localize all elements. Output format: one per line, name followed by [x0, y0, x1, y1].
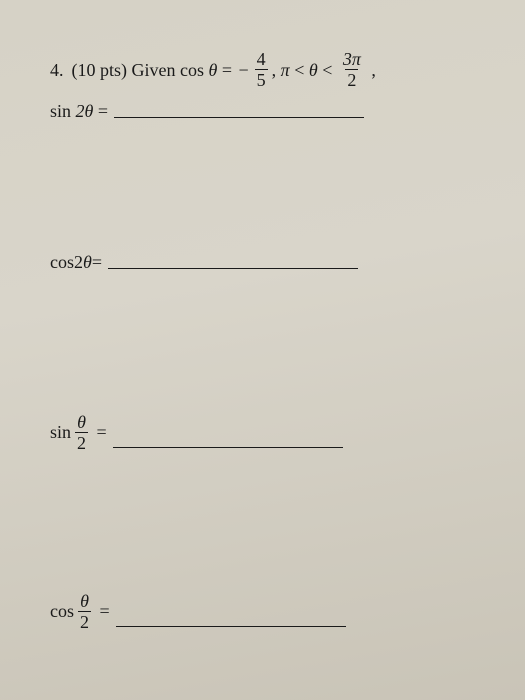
fraction-theta-over-2-cos: θ 2 — [78, 592, 91, 631]
cos-label: cos — [180, 56, 204, 84]
fraction-numerator-3pi: 3π — [341, 50, 363, 69]
sin-half-den: 2 — [75, 432, 88, 452]
problem-points: (10 pts) — [72, 56, 128, 84]
sin-2theta-eq: = — [98, 101, 108, 122]
cos-half-func: cos — [50, 601, 74, 622]
blank-cos-2theta[interactable] — [108, 268, 358, 269]
given-word: Given — [132, 56, 176, 84]
sin-2theta-label: sin 2θ = — [50, 101, 108, 122]
less-than-1: < — [294, 56, 304, 84]
fraction-theta-over-2-sin: θ 2 — [75, 413, 88, 452]
minus-sign: − — [239, 56, 249, 84]
sin-func: sin — [50, 101, 71, 122]
cos-2theta-label: cos2 θ = — [50, 252, 102, 273]
fraction-4-over-5: 4 5 — [255, 50, 268, 89]
row-sin-2theta: sin 2θ = — [50, 101, 485, 122]
blank-sin-2theta[interactable] — [114, 117, 364, 118]
sin-half-func: sin — [50, 422, 71, 443]
cos-half-den: 2 — [78, 611, 91, 631]
blank-cos-half[interactable] — [116, 626, 346, 627]
fraction-denominator-2: 2 — [345, 69, 358, 89]
comma-2: , — [371, 56, 376, 84]
problem-number: 4. — [50, 56, 64, 84]
sin-2theta-arg: 2θ — [76, 101, 94, 122]
fraction-3pi-over-2: 3π 2 — [341, 50, 363, 89]
blank-sin-half[interactable] — [113, 447, 343, 448]
cos-half-label: cos θ 2 = — [50, 592, 110, 631]
cos-half-eq: = — [100, 601, 110, 622]
row-cos-2theta: cos2 θ = — [50, 252, 485, 273]
pi-symbol: π — [281, 56, 290, 84]
cos-half-num: θ — [78, 592, 91, 611]
row-cos-theta-half: cos θ 2 = — [50, 592, 485, 631]
sin-half-label: sin θ 2 = — [50, 413, 107, 452]
sin-half-eq: = — [97, 422, 107, 443]
worksheet-page: 4. (10 pts) Given cos θ = − 4 5 , π < θ … — [0, 0, 525, 700]
theta-symbol-2: θ — [309, 56, 318, 84]
row-sin-theta-half: sin θ 2 = — [50, 413, 485, 452]
fraction-numerator: 4 — [255, 50, 268, 69]
sin-half-num: θ — [75, 413, 88, 432]
theta-symbol: θ — [209, 56, 218, 84]
fraction-denominator: 5 — [255, 69, 268, 89]
cos2-func: cos2 — [50, 252, 83, 273]
equals-sign: = — [222, 56, 232, 84]
cos-2theta-arg: θ — [83, 252, 92, 273]
problem-header: 4. (10 pts) Given cos θ = − 4 5 , π < θ … — [50, 50, 485, 89]
less-than-2: < — [322, 56, 332, 84]
cos-2theta-eq: = — [92, 252, 102, 273]
